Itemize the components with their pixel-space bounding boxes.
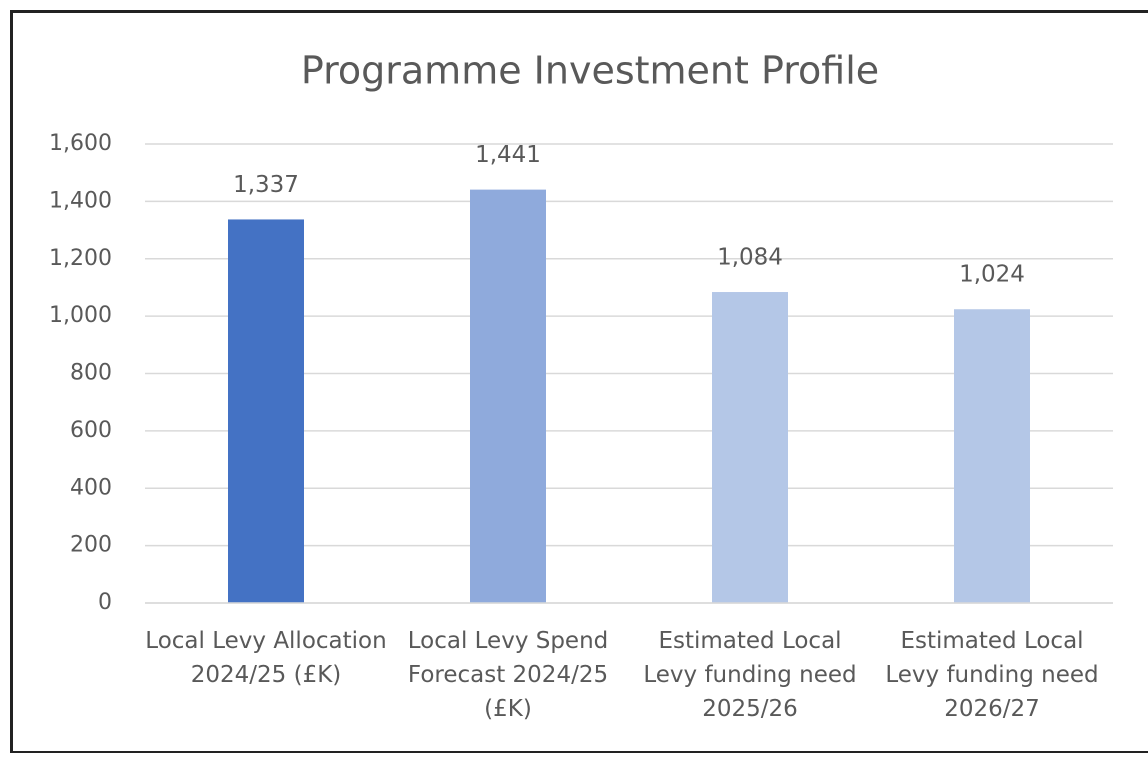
x-tick-label: Local Levy Spend Forecast 2024/25 (£K) — [407, 628, 609, 722]
y-tick-label: 1,600 — [49, 131, 112, 156]
bar — [228, 219, 304, 603]
bar — [712, 292, 788, 603]
value-label: 1,441 — [475, 142, 541, 168]
y-tick-label: 1,400 — [49, 188, 112, 213]
y-tick-label: 1,200 — [49, 246, 112, 271]
y-tick-label: 0 — [98, 590, 112, 615]
chart-frame — [10, 10, 1148, 753]
x-tick-label: Estimated Local Levy funding need 2026/2… — [885, 628, 1099, 722]
bar — [954, 309, 1030, 603]
bar — [470, 189, 546, 603]
value-label: 1,337 — [233, 172, 299, 198]
value-label: 1,084 — [717, 245, 783, 271]
y-tick-label: 1,000 — [49, 303, 112, 328]
value-label: 1,024 — [959, 262, 1025, 288]
chart-title: Programme Investment Profile — [301, 49, 879, 93]
y-tick-label: 600 — [70, 418, 112, 443]
x-tick-label: Local Levy Allocation 2024/25 (£K) — [145, 628, 387, 688]
y-tick-label: 400 — [70, 475, 112, 500]
y-tick-label: 800 — [70, 361, 112, 386]
y-tick-label: 200 — [70, 533, 112, 558]
x-tick-label: Estimated Local Levy funding need 2025/2… — [643, 628, 857, 722]
